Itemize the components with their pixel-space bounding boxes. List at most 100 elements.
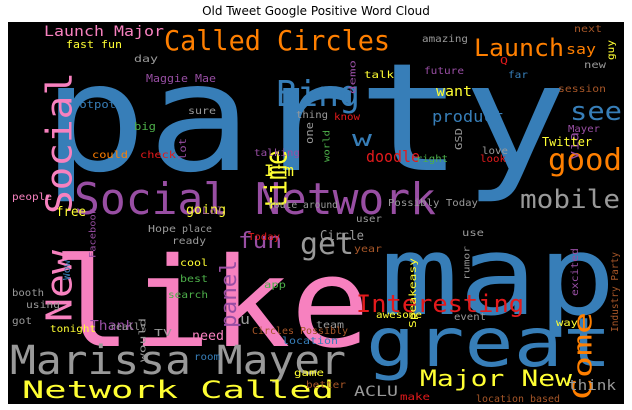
cloud-word: Major New	[420, 367, 573, 392]
cloud-word: fast fun	[66, 38, 122, 51]
cloud-word: would	[138, 318, 148, 362]
cloud-word: excited	[570, 248, 581, 296]
cloud-word: Hotpot	[72, 98, 116, 111]
cloud-word: booth	[12, 288, 44, 299]
cloud-word: using	[26, 300, 60, 311]
word-cloud: party like map great Social Network Marissa M…	[8, 22, 624, 404]
cloud-word: New	[40, 250, 81, 322]
cloud-word: day	[134, 54, 158, 65]
cloud-word: could	[92, 150, 128, 161]
cloud-word: new	[584, 60, 607, 71]
cloud-word: like	[52, 232, 370, 376]
cloud-word: people	[12, 192, 52, 203]
cloud-word: session	[558, 84, 606, 95]
cloud-word: talking	[254, 148, 300, 159]
cloud-word: rumor	[462, 245, 472, 280]
cloud-word: ready	[172, 236, 206, 247]
cloud-word: w	[352, 127, 373, 152]
cloud-word: year	[354, 244, 382, 255]
cloud-word: guy	[606, 40, 617, 60]
cloud-word: location based	[476, 394, 560, 404]
cloud-word: Come	[568, 312, 598, 400]
cloud-word: route around	[268, 200, 338, 211]
cloud-word: better	[306, 380, 346, 391]
cloud-word: amazing	[422, 34, 468, 45]
cloud-word: love	[482, 146, 508, 157]
cloud-word: doodle	[366, 147, 420, 166]
cloud-word: future	[424, 66, 464, 77]
cloud-word: Twitter	[542, 135, 592, 149]
cloud-word: demo	[348, 60, 358, 94]
cloud-word: Social Network	[74, 174, 436, 225]
cloud-word: user	[356, 214, 382, 225]
cloud-word: see	[570, 97, 622, 127]
cloud-word: way	[556, 318, 578, 329]
cloud-word: check	[140, 150, 176, 161]
cloud-word: Today	[248, 232, 280, 243]
cloud-word: got	[12, 316, 32, 327]
cloud-word: best	[180, 274, 208, 285]
cloud-word: sure	[188, 106, 216, 117]
cloud-word: Network Called	[22, 376, 334, 404]
cloud-word: want	[436, 84, 472, 100]
cloud-word: next	[574, 24, 602, 35]
cloud-word: Q	[500, 56, 508, 67]
cloud-word: event	[454, 312, 486, 323]
cloud-word: good	[548, 143, 622, 178]
cloud-word: big	[134, 120, 156, 133]
cloud-word: location	[282, 336, 338, 347]
cloud-word: Interesting	[356, 290, 524, 318]
cloud-word: say	[566, 42, 596, 58]
cloud-word: cool	[180, 258, 208, 269]
cloud-word: game	[294, 368, 324, 379]
cloud-word: team	[316, 320, 344, 331]
cloud-word: place	[182, 224, 212, 235]
cloud-word: Social	[40, 72, 81, 214]
cloud-word: talk	[364, 70, 394, 81]
cloud-word: world	[322, 130, 332, 162]
cloud-word: know	[334, 112, 361, 123]
cloud-word: think	[568, 378, 617, 394]
cloud-word: thing	[296, 110, 328, 121]
cloud-word: Called Circles	[164, 24, 390, 57]
cloud-word: GSD	[454, 128, 465, 150]
cloud-word: mobile	[520, 185, 620, 215]
cloud-word: Mayer	[568, 124, 600, 135]
cloud-word: Maggie Mae	[146, 72, 216, 85]
cloud-word: one	[303, 122, 316, 144]
cloud-word: right	[416, 154, 448, 165]
cloud-word: make	[400, 392, 430, 403]
cloud-word: Lol	[202, 206, 224, 217]
cloud-word: product	[432, 107, 504, 126]
cloud-word: free	[56, 205, 86, 220]
cloud-word: tonight	[50, 324, 96, 335]
cloud-word: Hope	[148, 224, 176, 235]
cloud-word: Bing	[276, 74, 360, 115]
cloud-word: need	[192, 329, 224, 344]
cloud-word: get	[300, 227, 354, 262]
cloud-word: really	[110, 322, 146, 333]
cloud-word: party	[42, 32, 568, 206]
cloud-word: room	[194, 352, 220, 363]
cloud-word: app	[264, 280, 286, 291]
chart-title: Old Tweet Google Positive Word Cloud	[202, 4, 430, 18]
cloud-word: TV	[154, 328, 172, 339]
cloud-word: far	[508, 70, 528, 81]
cloud-word: Circle	[320, 229, 364, 244]
cloud-word: ACLU	[354, 384, 398, 400]
cloud-word: Facebook	[88, 207, 98, 258]
cloud-word: I'm	[264, 161, 294, 180]
cloud-word: map	[380, 212, 616, 340]
cloud-word: fun	[238, 229, 282, 254]
cloud-word: Launch Major	[44, 24, 164, 40]
cloud-word: lot	[178, 138, 189, 160]
cloud-word: awesome	[376, 310, 422, 321]
cloud-word: search	[168, 290, 208, 301]
cloud-word: panel	[217, 260, 242, 328]
cloud-word: look	[480, 154, 506, 165]
cloud-word: time	[260, 150, 295, 210]
cloud-word: Possibly Today	[388, 198, 478, 209]
cloud-word: Wow	[62, 259, 73, 280]
cloud-word: great	[366, 304, 612, 383]
